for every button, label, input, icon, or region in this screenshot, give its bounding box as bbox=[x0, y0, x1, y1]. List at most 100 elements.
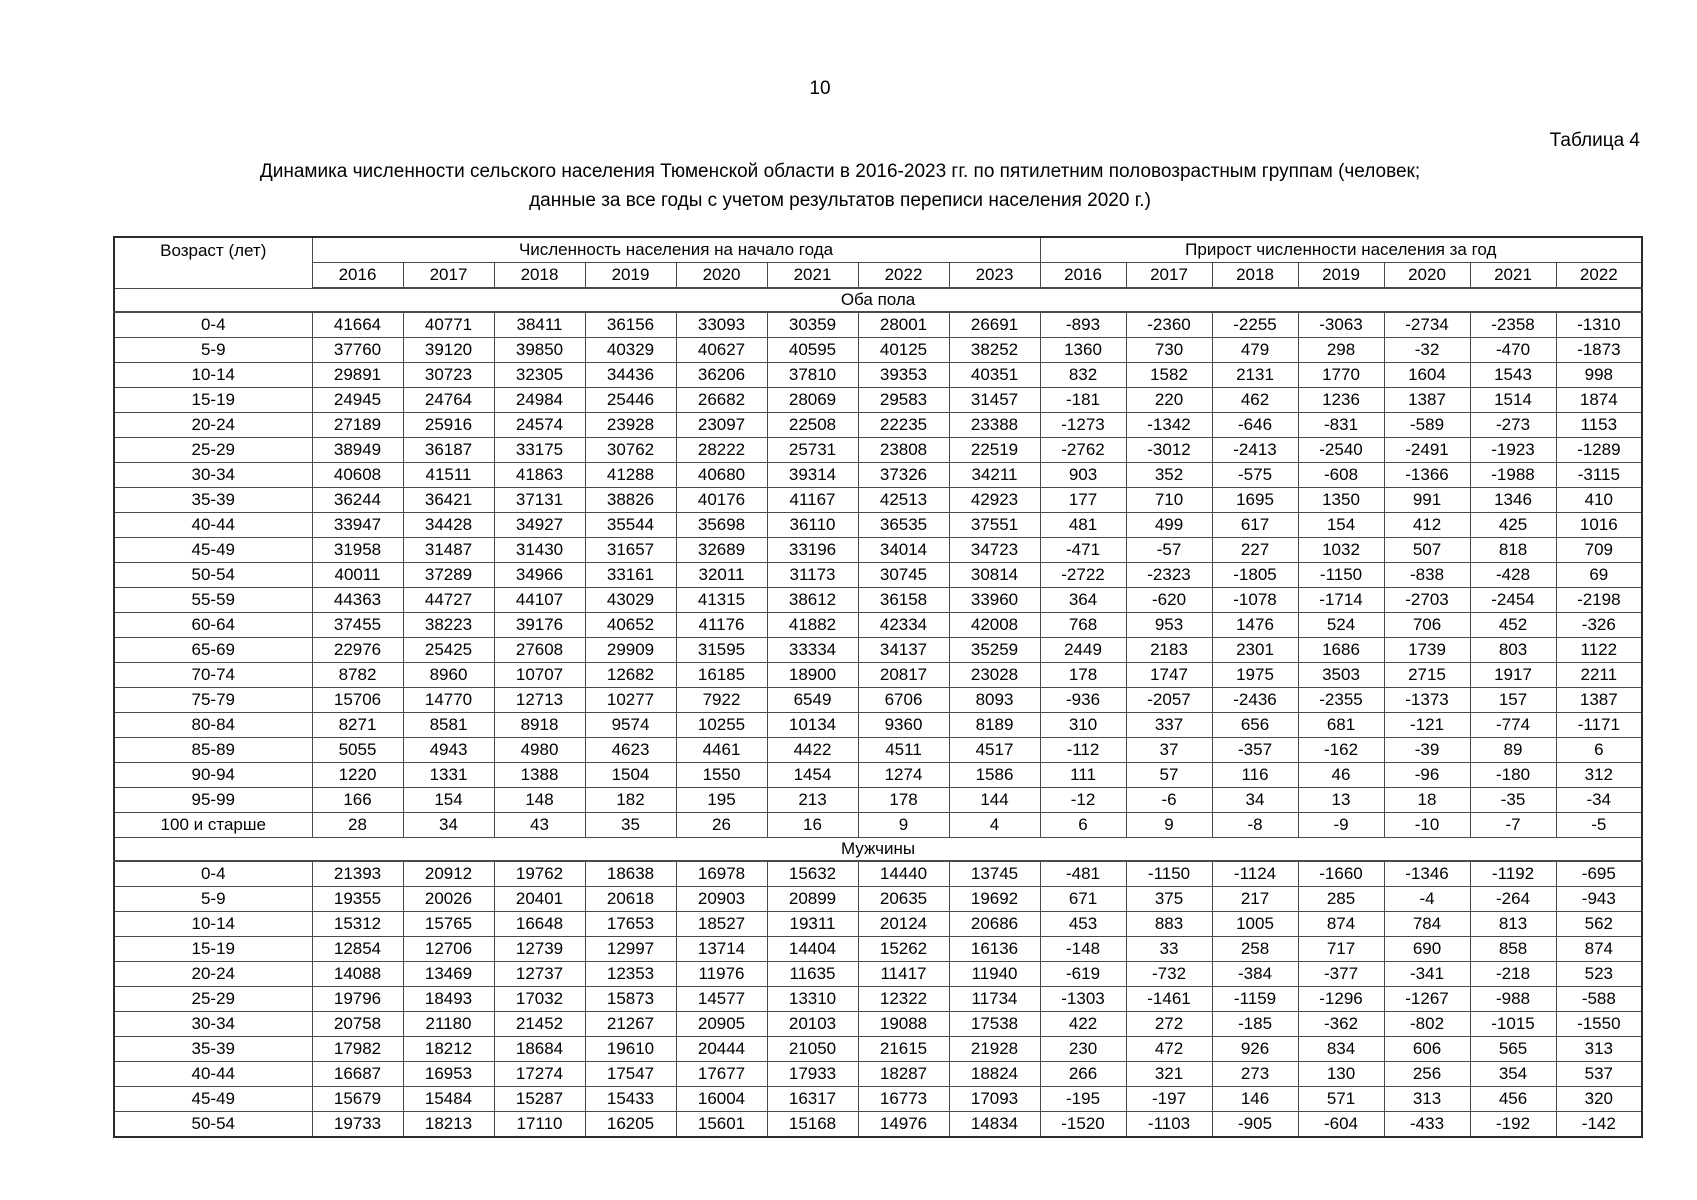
growth-cell: -774 bbox=[1469, 712, 1557, 738]
population-cell: 6706 bbox=[857, 687, 950, 713]
year-header: 2016 bbox=[1039, 262, 1127, 289]
population-cell: 4422 bbox=[766, 737, 859, 763]
population-cell: 14088 bbox=[311, 961, 404, 987]
population-cell: 18824 bbox=[948, 1061, 1041, 1087]
population-cell: 40771 bbox=[402, 311, 495, 338]
growth-cell: 273 bbox=[1211, 1061, 1299, 1087]
growth-cell: -192 bbox=[1469, 1111, 1557, 1138]
population-cell: 37760 bbox=[311, 337, 404, 363]
population-cell: 41882 bbox=[766, 612, 859, 638]
growth-cell: 177 bbox=[1039, 487, 1127, 513]
population-cell: 30359 bbox=[766, 311, 859, 338]
growth-cell: -588 bbox=[1555, 986, 1643, 1012]
growth-cell: -377 bbox=[1297, 961, 1385, 987]
population-cell: 36158 bbox=[857, 587, 950, 613]
growth-cell: -1192 bbox=[1469, 860, 1557, 887]
population-cell: 1504 bbox=[584, 762, 677, 788]
growth-cell: -9 bbox=[1297, 812, 1385, 838]
population-cell: 36244 bbox=[311, 487, 404, 513]
population-cell: 40652 bbox=[584, 612, 677, 638]
growth-cell: -121 bbox=[1383, 712, 1471, 738]
growth-group-header: Прирост численности населения за год bbox=[1039, 236, 1643, 263]
growth-cell: 230 bbox=[1039, 1036, 1127, 1062]
growth-cell: 6 bbox=[1555, 737, 1643, 763]
population-cell: 40351 bbox=[948, 362, 1041, 388]
population-cell: 4943 bbox=[402, 737, 495, 763]
population-cell: 36156 bbox=[584, 311, 677, 338]
growth-cell: -1988 bbox=[1469, 462, 1557, 488]
population-cell: 12706 bbox=[402, 936, 495, 962]
population-cell: 41167 bbox=[766, 487, 859, 513]
growth-cell: 606 bbox=[1383, 1036, 1471, 1062]
table-row: 70-74 8782 8960 10707 12682 16185 18900 20817 23… bbox=[113, 662, 1643, 688]
growth-cell: -2491 bbox=[1383, 437, 1471, 463]
population-cell: 33947 bbox=[311, 512, 404, 538]
growth-cell: -148 bbox=[1039, 936, 1127, 962]
growth-cell: -620 bbox=[1125, 587, 1213, 613]
growth-cell: -8 bbox=[1211, 812, 1299, 838]
age-cell: 0-4 bbox=[113, 860, 313, 887]
growth-cell: 730 bbox=[1125, 337, 1213, 363]
population-cell: 37326 bbox=[857, 462, 950, 488]
population-cell: 38826 bbox=[584, 487, 677, 513]
population-cell: 34137 bbox=[857, 637, 950, 663]
population-cell: 20817 bbox=[857, 662, 950, 688]
population-cell: 4517 bbox=[948, 737, 1041, 763]
population-cell: 40125 bbox=[857, 337, 950, 363]
growth-cell: -1159 bbox=[1211, 986, 1299, 1012]
growth-cell: -470 bbox=[1469, 337, 1557, 363]
population-cell: 42334 bbox=[857, 612, 950, 638]
growth-cell: -1078 bbox=[1211, 587, 1299, 613]
population-cell: 8960 bbox=[402, 662, 495, 688]
growth-cell: 523 bbox=[1555, 961, 1643, 987]
growth-cell: -604 bbox=[1297, 1111, 1385, 1138]
age-cell: 40-44 bbox=[113, 512, 313, 538]
growth-cell: 452 bbox=[1469, 612, 1557, 638]
age-cell: 35-39 bbox=[113, 487, 313, 513]
growth-cell: 709 bbox=[1555, 537, 1643, 563]
growth-cell: -838 bbox=[1383, 562, 1471, 588]
population-cell: 13469 bbox=[402, 961, 495, 987]
population-cell: 17274 bbox=[493, 1061, 586, 1087]
population-cell: 28001 bbox=[857, 311, 950, 338]
growth-cell: -10 bbox=[1383, 812, 1471, 838]
growth-cell: 710 bbox=[1125, 487, 1213, 513]
age-cell: 10-14 bbox=[113, 911, 313, 937]
population-cell: 34723 bbox=[948, 537, 1041, 563]
growth-cell: -32 bbox=[1383, 337, 1471, 363]
population-cell: 16205 bbox=[584, 1111, 677, 1138]
growth-cell: -695 bbox=[1555, 860, 1643, 887]
growth-cell: 462 bbox=[1211, 387, 1299, 413]
growth-cell: 2211 bbox=[1555, 662, 1643, 688]
growth-cell: -893 bbox=[1039, 311, 1127, 338]
year-header-row: 2016 2017 2018 2019 2020 2021 2022 2023 2016 2017… bbox=[114, 262, 1643, 289]
population-cell: 31657 bbox=[584, 537, 677, 563]
growth-cell: 998 bbox=[1555, 362, 1643, 388]
year-header: 2018 bbox=[493, 262, 586, 289]
population-cell: 1454 bbox=[766, 762, 859, 788]
population-cell: 12737 bbox=[493, 961, 586, 987]
population-cell: 31457 bbox=[948, 387, 1041, 413]
growth-cell: -1550 bbox=[1555, 1011, 1643, 1037]
growth-cell: -1150 bbox=[1297, 562, 1385, 588]
growth-cell: 3503 bbox=[1297, 662, 1385, 688]
growth-cell: -35 bbox=[1469, 787, 1557, 813]
population-cell: 20124 bbox=[857, 911, 950, 937]
growth-cell: -7 bbox=[1469, 812, 1557, 838]
growth-cell: 784 bbox=[1383, 911, 1471, 937]
population-cell: 16004 bbox=[675, 1086, 768, 1112]
population-cell: 21452 bbox=[493, 1011, 586, 1037]
growth-cell: 832 bbox=[1039, 362, 1127, 388]
year-header: 2017 bbox=[402, 262, 495, 289]
growth-cell: 272 bbox=[1125, 1011, 1213, 1037]
population-cell: 9574 bbox=[584, 712, 677, 738]
population-cell: 19762 bbox=[493, 860, 586, 887]
growth-cell: -195 bbox=[1039, 1086, 1127, 1112]
year-header: 2017 bbox=[1125, 262, 1213, 289]
population-cell: 17110 bbox=[493, 1111, 586, 1138]
growth-cell: 33 bbox=[1125, 936, 1213, 962]
age-cell: 25-29 bbox=[113, 986, 313, 1012]
population-cell: 213 bbox=[766, 787, 859, 813]
population-cell: 22508 bbox=[766, 412, 859, 438]
